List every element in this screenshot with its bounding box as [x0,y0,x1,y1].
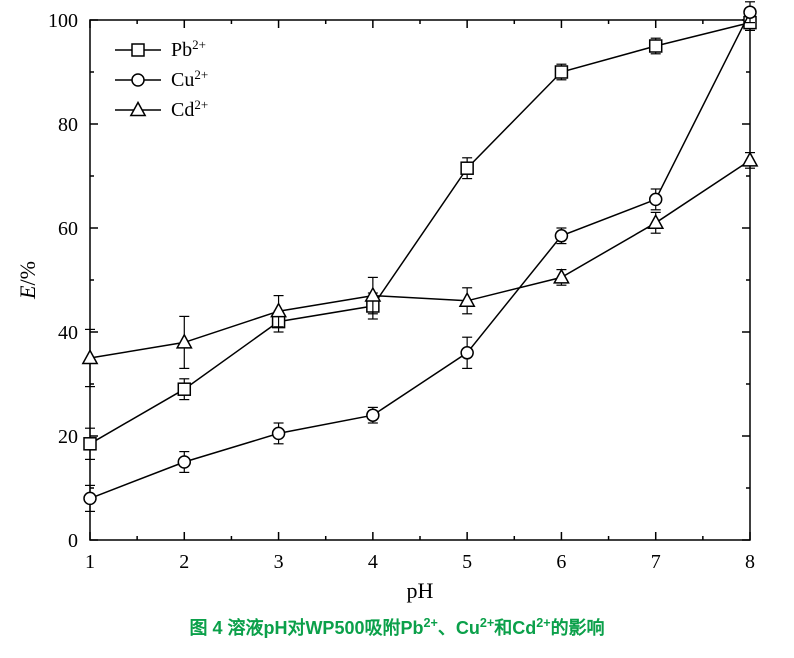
svg-text:pH: pH [407,578,434,603]
svg-text:6: 6 [556,551,566,573]
svg-text:60: 60 [58,218,78,240]
svg-text:8: 8 [745,551,755,573]
svg-text:40: 40 [58,322,78,344]
svg-text:Cd2+: Cd2+ [171,97,208,122]
caption-text: 溶液pH对WP500吸附Pb2+、Cu2+和Cd2+的影响 [222,618,604,638]
chart-svg: 1 2 3 4 5 6 7 8 pH 0 20 40 60 80 100 E/% Pb2+ Cu2+ Cd2+ [0,0,794,658]
svg-text:80: 80 [58,114,78,136]
chart-container: 1 2 3 4 5 6 7 8 pH 0 20 40 60 80 100 E/% Pb2+ Cu2+ Cd2+ 图 … [0,0,794,658]
svg-text:7: 7 [651,551,661,573]
svg-text:20: 20 [58,426,78,448]
svg-text:4: 4 [368,551,378,573]
svg-text:100: 100 [48,10,78,32]
svg-text:Cu2+: Cu2+ [171,67,208,92]
figure-number: 图 4 [189,618,222,638]
svg-text:0: 0 [68,530,78,552]
series-cd [83,153,757,387]
figure-caption: 图 4 溶液pH对WP500吸附Pb2+、Cu2+和Cd2+的影响 [0,614,794,640]
legend: Pb2+ Cu2+ Cd2+ [115,37,208,122]
svg-text:3: 3 [274,551,284,573]
svg-text:2: 2 [179,551,189,573]
svg-text:1: 1 [85,551,95,573]
svg-text:Pb2+: Pb2+ [171,37,206,62]
svg-text:E/%: E/% [15,261,40,300]
svg-text:5: 5 [462,551,472,573]
